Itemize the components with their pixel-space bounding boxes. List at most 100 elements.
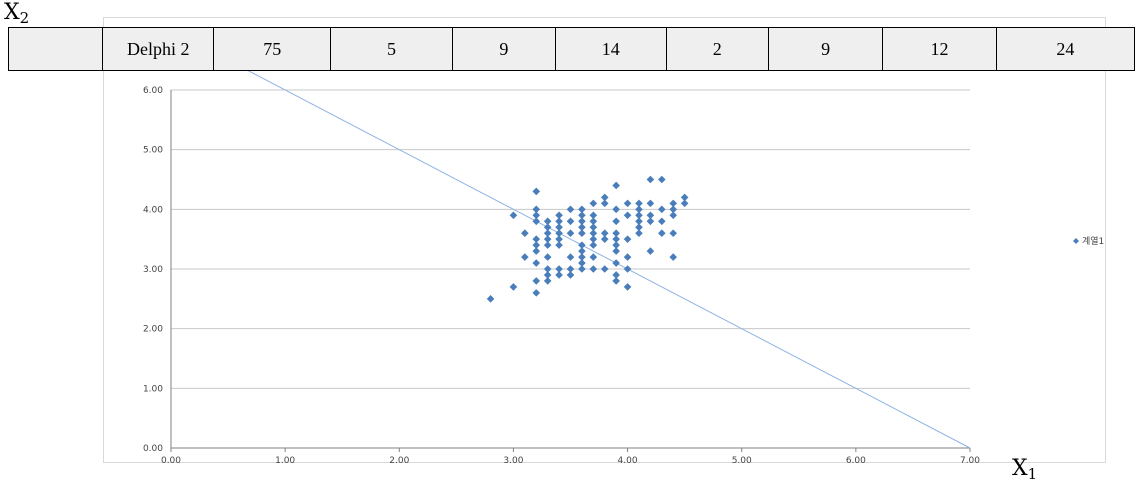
data-point [566, 271, 575, 279]
data-point [566, 265, 575, 273]
data-point [635, 205, 643, 214]
data-point [555, 211, 563, 220]
data-point [623, 253, 632, 261]
reference-line [242, 67, 971, 449]
data-point [555, 217, 563, 226]
y-tick-label: 1.00 [143, 384, 163, 394]
data-point [589, 253, 598, 261]
data-point [566, 217, 575, 226]
data-point [578, 241, 586, 249]
y-axis-symbol: X2 [4, 0, 29, 27]
data-point [543, 235, 552, 243]
data-point [680, 199, 689, 208]
data-point [680, 193, 689, 202]
data-point [532, 277, 541, 285]
y-tick-label: 2.00 [143, 325, 163, 335]
x-tick-label: 7.00 [960, 456, 980, 466]
data-point [600, 193, 609, 202]
data-point [509, 283, 518, 291]
data-point [612, 241, 620, 249]
data-point [555, 223, 563, 232]
data-point [669, 211, 678, 220]
data-point [578, 205, 586, 214]
data-point [589, 241, 598, 249]
data-point [600, 199, 609, 208]
data-point [543, 229, 552, 237]
data-point [646, 199, 655, 208]
x-axis-symbol-sub: 1 [1027, 465, 1038, 483]
y-tick-label: 5.00 [143, 146, 163, 156]
table-cell-empty [7, 27, 104, 71]
data-point [669, 229, 678, 237]
table-cell-label: Delphi 2 [102, 27, 215, 71]
data-point [589, 223, 598, 232]
data-point [623, 265, 632, 273]
data-point [635, 211, 643, 220]
data-point [509, 211, 518, 220]
data-point [658, 229, 666, 237]
data-point [646, 217, 655, 226]
data-point [612, 217, 620, 226]
data-point [543, 271, 552, 279]
data-point [669, 205, 678, 214]
x-tick-label: 0.00 [161, 456, 181, 466]
data-point [532, 187, 541, 196]
data-point [543, 241, 552, 249]
data-point [623, 211, 632, 220]
data-point [646, 175, 655, 184]
y-tick-label: 6.00 [143, 86, 163, 96]
data-point [521, 229, 529, 237]
data-point [600, 235, 609, 243]
data-point [521, 253, 529, 261]
data-point [543, 217, 552, 226]
data-point [612, 205, 620, 214]
data-point [532, 247, 541, 255]
x-tick-label: 6.00 [846, 456, 866, 466]
data-point [589, 217, 598, 226]
data-point [543, 277, 552, 285]
data-point [578, 223, 586, 232]
data-point [658, 175, 666, 184]
data-point [623, 199, 632, 208]
x-tick-label: 2.00 [389, 456, 409, 466]
table-cell: 5 [330, 27, 453, 71]
data-point [612, 229, 620, 237]
x-tick-label: 5.00 [732, 456, 752, 466]
data-point [589, 265, 598, 273]
data-point [658, 217, 666, 226]
data-point [555, 271, 563, 279]
data-point [612, 235, 620, 243]
data-point [612, 247, 620, 255]
y-axis-symbol-main: X [4, 0, 20, 25]
table-row: Delphi 2 75 5 9 14 2 9 12 24 [7, 27, 1135, 71]
data-point [589, 211, 598, 220]
data-point [600, 265, 609, 273]
y-tick-label: 4.00 [143, 205, 163, 215]
table-cell: 9 [451, 27, 557, 71]
x-tick-label: 3.00 [503, 456, 523, 466]
data-point [486, 295, 495, 303]
data-table-row: Delphi 2 75 5 9 14 2 9 12 24 [7, 27, 1135, 71]
data-point [578, 265, 586, 273]
data-point [555, 265, 563, 273]
data-point [669, 253, 678, 261]
data-point [532, 241, 541, 249]
data-point [646, 211, 655, 220]
data-point [578, 229, 586, 237]
x-axis-symbol: X1 [1012, 456, 1037, 483]
data-point [555, 241, 563, 249]
data-point [532, 289, 541, 297]
data-point [623, 235, 632, 243]
data-point [578, 247, 586, 255]
data-point [532, 205, 541, 214]
table-cell: 75 [213, 27, 332, 71]
legend-marker [1073, 238, 1079, 244]
data-point [543, 265, 552, 273]
data-point [566, 253, 575, 261]
data-point [612, 181, 620, 190]
data-point [566, 229, 575, 237]
table-cell: 2 [665, 27, 769, 71]
data-point [635, 223, 643, 232]
data-point [589, 235, 598, 243]
